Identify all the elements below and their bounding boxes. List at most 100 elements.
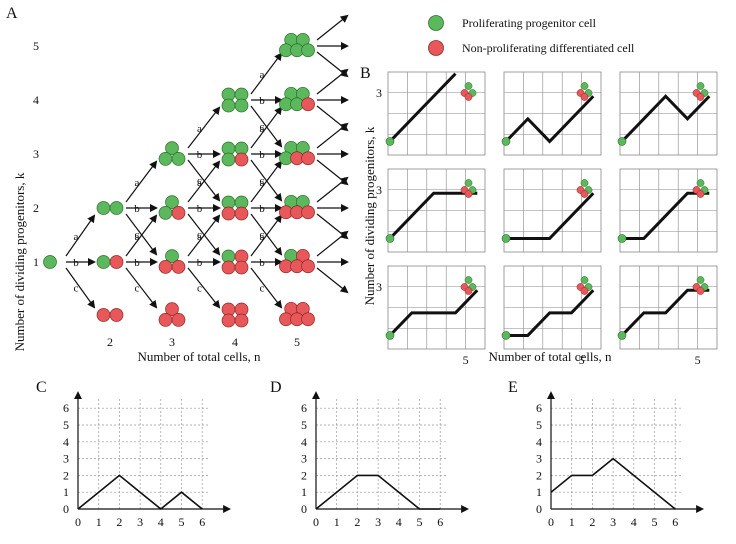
start-cell (501, 234, 511, 243)
differentiated-cell (580, 93, 589, 101)
transition-arrow (316, 176, 349, 203)
transition-label-a: a (260, 69, 265, 81)
transition-label-c: c (260, 121, 265, 133)
panel-b-xlabel: Number of total cells, n (488, 349, 612, 364)
panel-label-e: E (508, 379, 518, 396)
progenitor-cell (580, 82, 589, 90)
transition-arrow (316, 122, 349, 149)
differentiated-cell (158, 313, 173, 327)
transition-label-c: c (197, 229, 202, 241)
transition-arrow (187, 106, 221, 149)
lineage-path (388, 72, 457, 143)
x-tick-label: 1 (334, 515, 340, 529)
panel-label-b: B (360, 65, 371, 82)
panel-a-xtick-3: 3 (169, 335, 175, 349)
lineage-path (506, 192, 595, 240)
transition-label-a: a (135, 231, 140, 243)
progenitor-cell (464, 179, 473, 187)
transition-arrow (187, 214, 221, 257)
panel-a-ytick-3: 3 (33, 147, 39, 161)
start-cell (617, 331, 627, 340)
legend-differentiated-label: Non-proliferating differentiated cell (462, 41, 635, 55)
differentiated-cell (580, 287, 589, 295)
transition-label-b: b (73, 257, 79, 269)
transition-label-a: a (260, 231, 265, 243)
transition-label-b: b (134, 203, 140, 215)
transition-label-a: a (197, 231, 202, 243)
differentiated-cell (464, 190, 473, 198)
panel-a-xlabel: Number of total cells, n (137, 349, 261, 364)
progenitor-cell (109, 201, 124, 215)
y-tick-label: 1 (301, 485, 307, 499)
transition-label-c: c (260, 175, 265, 187)
x-tick-label: 4 (631, 515, 637, 529)
y-tick-label: 2 (301, 468, 307, 482)
differentiated-cell (696, 287, 705, 295)
legend-progenitor-swatch (428, 15, 444, 31)
transition-arrow (316, 230, 349, 257)
progenitor-cell (96, 255, 111, 269)
transition-label-c: c (135, 283, 140, 295)
progenitor-cell (221, 152, 236, 167)
x-tick-label: 3 (375, 515, 381, 529)
start-cell (385, 137, 395, 146)
progenitor-cell (580, 179, 589, 187)
differentiated-cell (301, 312, 315, 327)
panel-b-xtick-5: 5 (463, 353, 469, 367)
series-line (550, 457, 676, 510)
transition-label-a: a (197, 123, 202, 135)
transition-label-c: c (197, 283, 202, 295)
transition-arrow (187, 213, 221, 256)
y-tick-label: 0 (63, 502, 69, 516)
transition-label-c: c (260, 229, 265, 241)
differentiated-cell (580, 190, 589, 198)
x-tick-label: 4 (396, 515, 402, 529)
progenitor-cell (696, 82, 705, 90)
transition-arrow (65, 267, 96, 309)
transition-arrow (316, 51, 349, 78)
y-tick-label: 3 (536, 452, 542, 466)
transition-arrow (125, 213, 158, 256)
progenitor-cell (580, 276, 589, 284)
lineage-path (620, 288, 710, 337)
transition-arrow (125, 267, 158, 309)
progenitor-cell (696, 276, 705, 284)
differentiated-cell (234, 313, 249, 328)
lineage-path (622, 191, 710, 240)
differentiated-cell (221, 260, 236, 275)
path-grid (617, 168, 718, 253)
panel-a-ytick-5: 5 (33, 39, 39, 53)
x-tick-label: 6 (672, 515, 678, 529)
transition-arrow (65, 214, 96, 257)
differentiated-cell (221, 313, 236, 328)
panel-b-ytick-3: 3 (376, 280, 382, 294)
y-tick-label: 2 (63, 468, 69, 482)
x-tick-label: 2 (354, 515, 360, 529)
path-grid: 5 (501, 265, 602, 367)
path-grid: 35 (376, 265, 486, 367)
series-line (315, 474, 441, 510)
x-tick-label: 3 (610, 515, 616, 529)
panel-a-xtick-5: 5 (294, 335, 300, 349)
transition-arrow (250, 52, 283, 95)
y-tick-label: 1 (63, 485, 69, 499)
differentiated-cell (96, 308, 111, 322)
transition-arrow (187, 159, 221, 202)
transition-arrow (250, 214, 283, 257)
transition-label-c: c (197, 175, 202, 187)
y-tick-label: 5 (536, 418, 542, 432)
y-tick-label: 6 (301, 401, 307, 415)
y-tick-label: 3 (63, 452, 69, 466)
transition-arrow (316, 105, 349, 132)
progenitor-cell (221, 98, 236, 113)
y-tick-label: 5 (301, 418, 307, 432)
y-tick-label: 3 (301, 452, 307, 466)
differentiated-cell (301, 151, 315, 166)
y-tick-label: 6 (63, 401, 69, 415)
panel-b-ytick-3: 3 (376, 86, 382, 100)
progenitor-cell (158, 152, 173, 166)
differentiated-cell (171, 206, 186, 220)
x-tick-label: 0 (313, 515, 319, 529)
